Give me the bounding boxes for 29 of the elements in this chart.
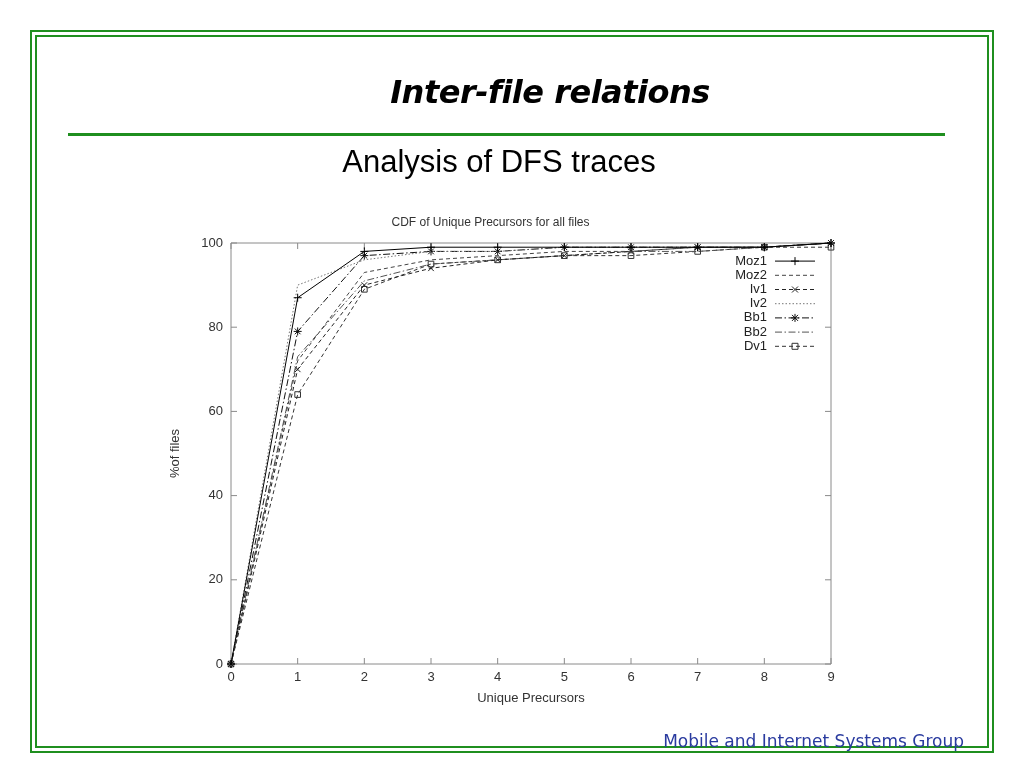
x-tick-label: 6	[627, 669, 635, 685]
legend-label: Moz2	[735, 266, 767, 282]
legend-label: Dv1	[743, 337, 767, 353]
y-tick-label: 60	[208, 402, 223, 418]
x-tick-label: 5	[560, 669, 568, 685]
x-tick-label: 0	[227, 669, 235, 685]
legend-label: Iv2	[749, 295, 767, 311]
chart-title: Inter-file relations	[389, 72, 711, 112]
y-tick-label: 20	[208, 571, 223, 587]
y-axis-title: %of files	[167, 428, 183, 479]
x-tick-label: 4	[494, 669, 502, 685]
x-tick-label: 8	[760, 669, 768, 685]
x-tick-label: 3	[427, 669, 435, 685]
legend-label: Bb1	[743, 309, 767, 325]
x-tick-label: 9	[827, 669, 835, 685]
y-tick-label: 100	[201, 234, 223, 250]
y-tick-label: 0	[215, 655, 223, 671]
x-tick-label: 2	[360, 669, 368, 685]
x-tick-label: 7	[694, 669, 702, 685]
legend-label: Moz1	[735, 252, 767, 268]
legend-label: Bb2	[743, 323, 767, 339]
y-tick-label: 80	[208, 318, 223, 334]
text: CDF of Unique Precursors for all files	[391, 214, 590, 229]
legend-label: Iv1	[749, 281, 767, 297]
chart-subtitle: Analysis of DFS traces	[341, 144, 657, 180]
text: Mobile and Internet Systems Group	[663, 730, 964, 752]
y-tick-label: 40	[208, 487, 223, 503]
x-axis-title: Unique Precursors	[477, 689, 586, 705]
x-tick-label: 1	[294, 669, 302, 685]
